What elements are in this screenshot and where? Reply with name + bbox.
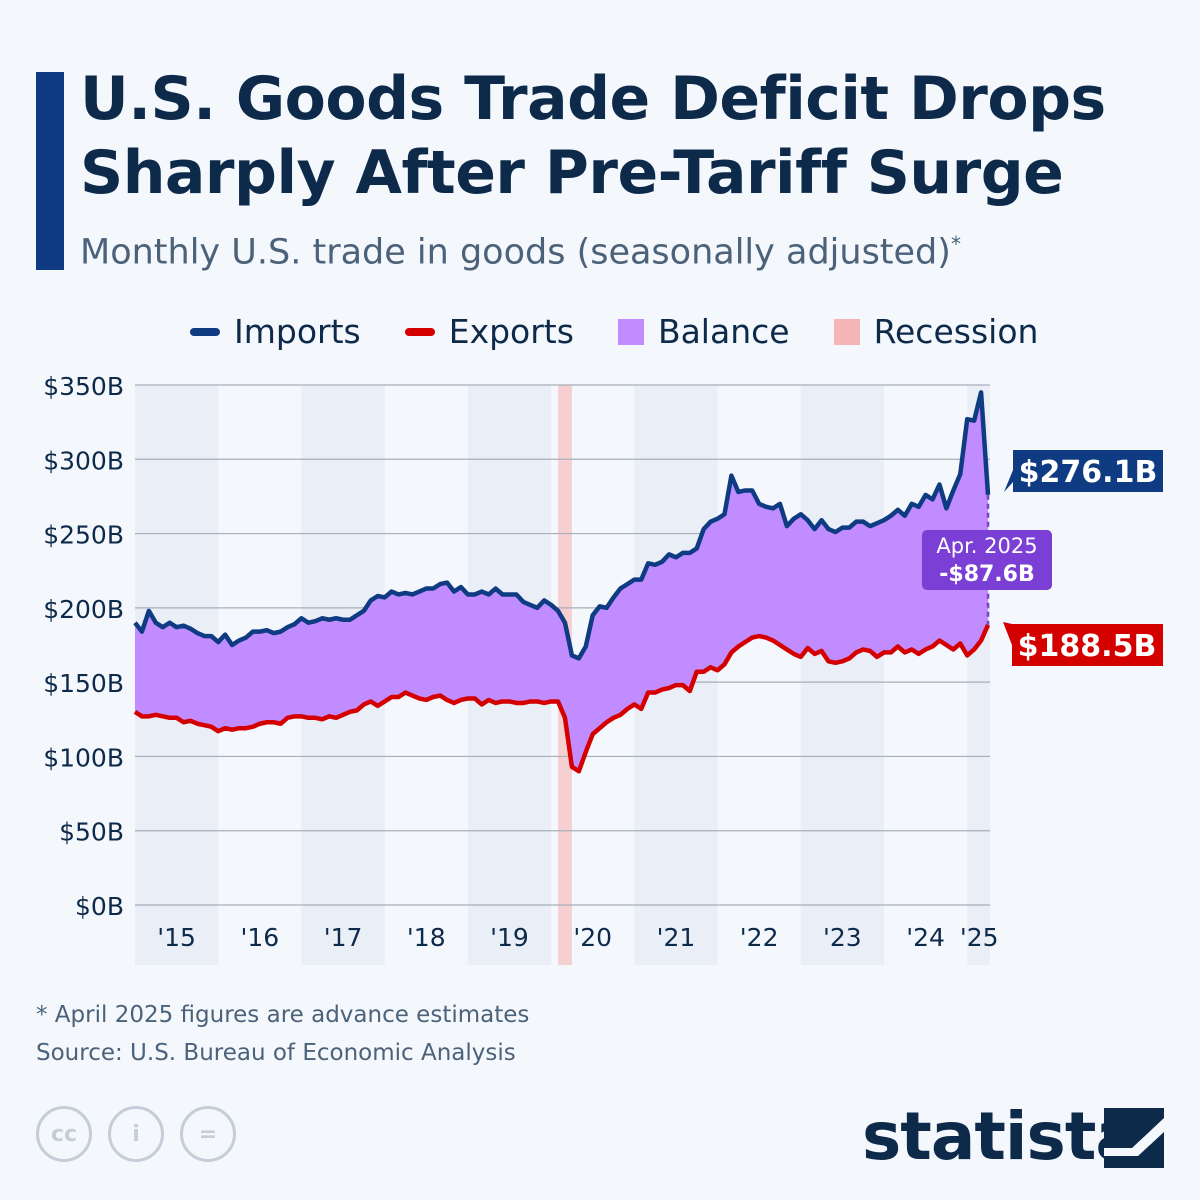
balance-area (135, 392, 989, 772)
legend-label: Exports (448, 312, 574, 351)
x-tick-label: '21 (657, 923, 696, 952)
exports-value-badge (1003, 622, 1163, 666)
recession-key-icon (833, 318, 860, 345)
balance-callout-date: Apr. 2025 (936, 534, 1037, 558)
legend-label: Balance (657, 312, 790, 351)
legend-item-balance: Balance (617, 312, 790, 351)
exports-value-label: $188.5B (1018, 629, 1157, 664)
title-accent-bar (36, 72, 64, 270)
x-tick-label: '15 (157, 923, 196, 952)
subtitle-footnote-mark: * (950, 232, 961, 256)
y-tick-label: $350B (43, 372, 124, 401)
y-tick-label: $50B (59, 818, 124, 847)
legend: Imports Exports Balance Recession (190, 312, 1038, 351)
balance-key-icon (617, 318, 644, 345)
year-band (800, 385, 884, 965)
exports-line (133, 624, 991, 774)
exports-key-icon (404, 327, 435, 336)
balance-callout (922, 530, 1052, 590)
brand-text: statista (862, 1098, 1140, 1175)
y-tick-label: $250B (43, 521, 124, 550)
y-tick-label: $100B (43, 743, 124, 772)
legend-item-exports: Exports (404, 312, 574, 351)
x-tick-label: '17 (324, 923, 363, 952)
imports-key-icon (190, 327, 220, 336)
x-tick-label: '23 (823, 923, 862, 952)
source: Source: U.S. Bureau of Economic Analysis (36, 1040, 516, 1066)
legend-item-recession: Recession (833, 312, 1039, 351)
x-tick-label: '18 (407, 923, 446, 952)
page-title: U.S. Goods Trade Deficit Drops Sharply A… (80, 64, 1106, 208)
x-tick-label: '24 (906, 923, 945, 952)
statista-logo-icon (1104, 1108, 1164, 1168)
attribution-icon[interactable]: i (108, 1106, 164, 1162)
y-tick-label: $300B (43, 446, 124, 475)
statista-logo[interactable]: statista (862, 1098, 1164, 1175)
y-tick-label: $150B (43, 669, 124, 698)
legend-label: Imports (234, 312, 361, 351)
creative-commons-icon[interactable]: cc (36, 1106, 92, 1162)
imports-value-badge (1004, 450, 1163, 492)
balance-callout-value: -$87.6B (939, 562, 1035, 587)
x-tick-label: '16 (240, 923, 279, 952)
x-tick-label: '20 (573, 923, 612, 952)
y-tick-label: $200B (43, 595, 124, 624)
y-tick-label: $0B (75, 892, 124, 921)
imports-line (133, 390, 991, 661)
imports-value-label: $276.1B (1019, 455, 1158, 490)
legend-item-imports: Imports (190, 312, 361, 351)
footnote: * April 2025 figures are advance estimat… (36, 1002, 530, 1028)
no-derivatives-icon[interactable]: = (180, 1106, 236, 1162)
x-tick-label: '19 (490, 923, 529, 952)
legend-label: Recession (873, 312, 1039, 351)
x-tick-label: '22 (740, 923, 779, 952)
subtitle: Monthly U.S. trade in goods (seasonally … (80, 232, 961, 273)
subtitle-text: Monthly U.S. trade in goods (seasonally … (80, 232, 951, 273)
x-tick-label: '25 (960, 923, 999, 952)
